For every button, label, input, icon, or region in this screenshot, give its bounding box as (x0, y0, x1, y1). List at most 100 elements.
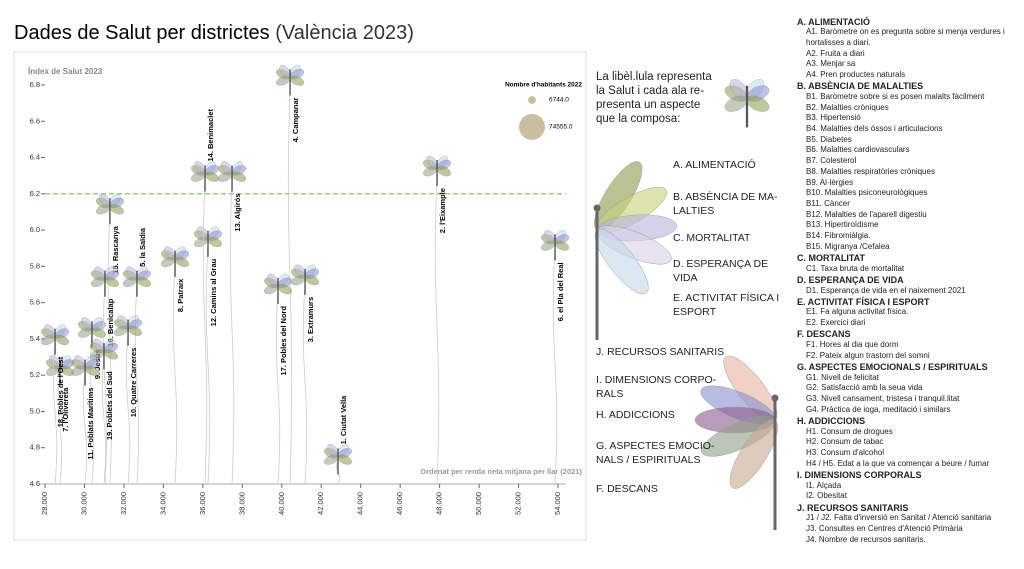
point-label: 19. Poblets del Sud (105, 371, 114, 440)
point-label: 5. la Saïdia (138, 227, 147, 267)
point (122, 266, 151, 297)
point (218, 161, 247, 192)
section-title: D. ESPERANÇA DE VIDA (797, 274, 904, 285)
section-item: E2. Exercici diari (806, 318, 866, 328)
wing-label-line: VIDA (673, 272, 698, 284)
size-legend-label: 74555.0 (549, 124, 573, 131)
section-item: B9. Al·lèrgies (806, 177, 854, 187)
wing-label-line: H. ADDICCIONS (596, 409, 675, 421)
x-tick-label: 44.000 (356, 492, 365, 515)
wing-label-line: A. ALIMENTACIÓ (673, 159, 756, 171)
section-title: H. ADDICCIONS (797, 416, 866, 427)
section-item: I1. Alçada (806, 480, 842, 490)
wing-label: E. ACTIVITAT FÍSICA I ESPORT (673, 291, 779, 319)
stem (52, 340, 58, 485)
x-tick-label: 30.000 (79, 492, 88, 515)
point-label: 1. Ciutat Vella (339, 395, 348, 445)
section-item: A3. Menjar sa (806, 59, 856, 69)
mini-dragonfly (724, 79, 770, 128)
point (41, 324, 70, 355)
point-label: 8. Patraix (176, 278, 185, 312)
point-label: 11. Poblats Marítims (86, 388, 95, 460)
stem (275, 289, 281, 485)
y-tick-label: 5.4 (30, 334, 40, 343)
x-tick-label: 52.000 (514, 492, 523, 515)
section-item: B1. Baròmetre sobre si es posen malalts … (806, 91, 985, 101)
section-item: H3. Consum d'alcohol (806, 448, 885, 458)
x-axis-note: Ordenat per renda neta mitjana per llar … (420, 467, 582, 476)
stem (202, 177, 208, 485)
explanation-line: que la composa: (596, 113, 681, 125)
y-tick-label: 5.8 (30, 261, 40, 270)
section-item: F1. Hores al dia que dorm (806, 340, 899, 350)
size-legend-title: Nombre d'habitants 2022 (505, 82, 582, 89)
wing-label: H. ADDICCIONS (596, 408, 675, 422)
section-item: B14. Fibromiàlgia. (806, 231, 871, 241)
point-label: 3. Extramurs (306, 297, 315, 342)
stem (552, 246, 558, 485)
section-item: H4 / H5. Edat a la que va començar a beu… (806, 458, 990, 468)
section-item: A2. Fruita a diari (806, 48, 865, 58)
section-item: I2. Obesitat (806, 491, 847, 501)
section-item: H1. Consum de drogues (806, 426, 893, 436)
section-item: B2. Malalties cròniques (806, 102, 889, 112)
point-label: 17. Pobles del Nord (279, 306, 288, 376)
stem (101, 355, 107, 485)
stem (102, 282, 108, 485)
section-item: A1. Baròmetre on es pregunta sobre si me… (806, 27, 1005, 47)
section-title: J. RECURSOS SANITARIS (797, 502, 909, 513)
wing-label: I. DIMENSIONS CORPO- RALS (596, 373, 716, 401)
y-tick-label: 6.6 (30, 116, 40, 125)
wing-label-line: RALS (596, 388, 624, 400)
stem (302, 280, 308, 485)
section-title: E. ACTIVITAT FÍSICA I ESPORT (797, 296, 930, 307)
wing-label-line: F. DESCANS (596, 483, 658, 495)
wing-label-line: E. ACTIVITAT FÍSICA I (673, 292, 780, 304)
y-tick-label: 6.0 (30, 225, 40, 234)
x-tick-label: 38.000 (237, 492, 246, 515)
point-label: 13. Algirós (233, 193, 242, 231)
wing-label-line: I. DIMENSIONS CORPO- (596, 374, 717, 386)
y-tick-label: 4.8 (30, 443, 40, 452)
section-item: F2. Pateix algun trastorn del somni (806, 350, 930, 360)
x-tick-label: 50.000 (474, 492, 483, 515)
point (194, 226, 222, 257)
wing-label-line: ESPORT (673, 306, 716, 318)
point (71, 355, 100, 386)
chart-frame (13, 51, 587, 541)
stem (125, 331, 131, 485)
y-tick-label: 6.8 (30, 80, 40, 89)
point (77, 317, 106, 348)
x-tick-label: 54.000 (553, 492, 562, 515)
point-label: 10. Quatre Carreres (129, 348, 138, 418)
section-item: B7. Colesterol (806, 156, 857, 166)
point-label: 18. Pobles de l'Oest (56, 356, 65, 427)
wing-label: C. MORTALITAT (673, 231, 750, 245)
point (90, 338, 118, 370)
section-item: C1. Taxa bruta de mortalitat (806, 263, 905, 273)
section-item: A4. Pren productes naturals (806, 70, 906, 80)
point (95, 193, 124, 225)
wing-label: D. ESPERANÇA DE VIDA (673, 257, 768, 285)
section-item: J3. Consultes en Centres d'Atenció Primà… (806, 524, 963, 534)
section-item: G1. Nivell de felicitat (806, 372, 879, 382)
wing-label-line: LALTIES (673, 205, 715, 217)
point (91, 266, 119, 297)
section-title: C. MORTALITAT (797, 252, 865, 263)
section-item: B15. Migranya /Cefalea (806, 241, 890, 251)
x-tick-label: 32.000 (119, 492, 128, 515)
point (191, 161, 219, 192)
section-item: H2. Consum de tabac (806, 437, 884, 447)
wing-label: A. ALIMENTACIÓ (673, 158, 756, 172)
point (161, 246, 189, 277)
section-item: D1. Esperança de vida en el naixement 20… (806, 285, 966, 295)
title-main: Dades de Salut per districtes (14, 22, 270, 44)
x-tick-label: 34.000 (158, 492, 167, 515)
section-item: B10. Malalties psiconeurològiques (806, 188, 928, 198)
explanation: La libèl.lula representa la Salut i cada … (596, 70, 712, 126)
wing-label-line: G. ASPECTES EMOCIO- (596, 440, 715, 452)
stem (434, 172, 440, 485)
explanation-line: La libèl.lula representa (596, 71, 712, 83)
